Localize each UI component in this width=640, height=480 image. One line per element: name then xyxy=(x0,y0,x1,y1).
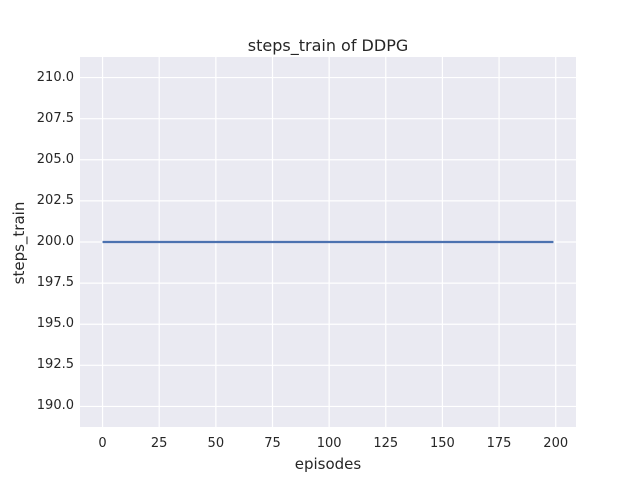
x-tick-label: 0 xyxy=(98,436,107,451)
x-tick-label: 50 xyxy=(207,436,225,451)
y-tick-label: 210.0 xyxy=(36,69,74,85)
y-axis-label: steps_train xyxy=(10,201,28,285)
x-tick-label: 100 xyxy=(316,436,342,451)
x-tick-label: 75 xyxy=(264,436,281,451)
x-tick-label: 25 xyxy=(150,436,168,451)
x-axis-label: episodes xyxy=(294,455,362,473)
plot-area xyxy=(80,57,576,427)
y-tick-label: 197.5 xyxy=(36,275,74,291)
y-tick-label: 207.5 xyxy=(36,110,74,126)
y-tick-label: 205.0 xyxy=(36,151,74,167)
y-tick-label: 195.0 xyxy=(36,316,74,332)
y-tick-label: 192.5 xyxy=(36,357,74,373)
y-tick-label: 200.0 xyxy=(36,234,74,249)
y-tick-label: 202.5 xyxy=(36,192,74,208)
chart-title: steps_train of DDPG xyxy=(247,36,409,55)
x-tick-label: 200 xyxy=(543,436,569,451)
x-tick-label: 150 xyxy=(430,436,455,451)
y-tick-label: 190.0 xyxy=(36,398,74,414)
x-tick-label: 175 xyxy=(486,436,512,451)
x-tick-label: 125 xyxy=(373,436,399,451)
